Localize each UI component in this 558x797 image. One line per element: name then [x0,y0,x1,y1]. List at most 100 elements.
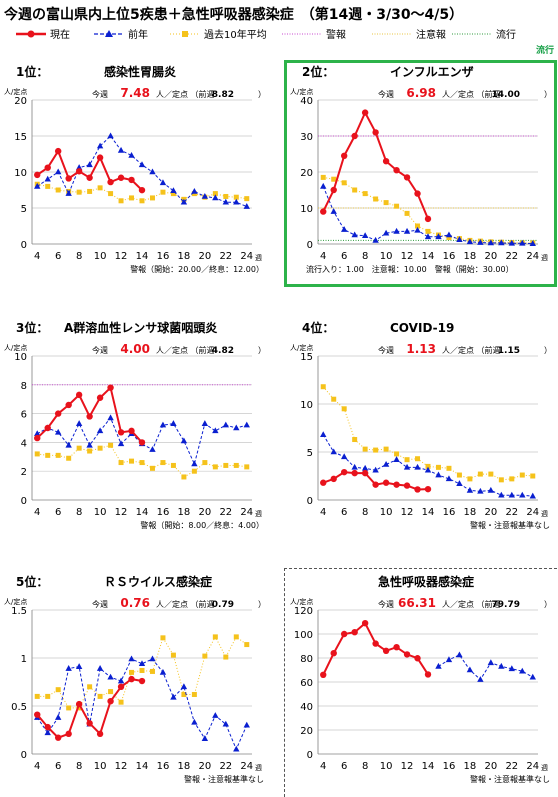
current-point [138,677,146,685]
x-tick-label: 18 [464,761,477,772]
prev-point [212,194,219,201]
avg-point [373,196,379,202]
prev-point [320,182,327,189]
avg-point [160,635,166,641]
y-tick-label: 1 [21,654,27,665]
x-tick-label: 14 [136,251,149,262]
unit-prev-label: 人／定点 （前週 [442,599,501,609]
prev-series-line [438,654,534,681]
current-point [330,475,337,483]
prev-point [330,448,337,455]
current-point [44,164,51,171]
x-tick-label: 12 [115,761,128,772]
current-series-line [36,148,143,191]
y-tick-label: 0 [21,750,27,761]
prev-point [159,668,167,675]
prev-point [128,655,135,662]
prev-point [54,714,62,720]
prev-point [96,665,104,671]
prev-point [445,231,453,238]
avg-point [118,198,124,204]
current-point [340,468,348,476]
prev-point [54,168,62,175]
x-tick-label: 20 [484,251,497,262]
prev-point [435,662,442,669]
avg-point [139,460,145,466]
prev-point [170,693,177,700]
x-tick-label: 18 [464,507,477,518]
prev-point [529,673,536,680]
prev-point [519,667,526,674]
x-unit-label: 週 [255,509,262,518]
x-tick-label: 22 [505,507,518,518]
page-title: 今週の富山県内上位5疾患＋急性呼吸器感染症 （第14週・3/30〜4/5） [4,7,464,23]
current-point [361,469,369,477]
current-point [138,186,146,194]
x-tick-label: 22 [505,761,518,772]
y-tick-label: 0 [307,750,313,761]
prev-point [529,492,536,499]
prev-point [44,175,51,182]
avg-point [446,465,452,471]
chart-footnote: 流行入り：1.00 注意報：10.00 警報（開始：30.00） [306,264,514,274]
x-tick-label: 16 [443,251,456,262]
avg-point [87,188,93,194]
x-tick-label: 16 [157,507,170,518]
y-tick-label: 100 [294,630,313,641]
chart-svg-4: 4位： COVID-19 今週 1.13 人／定点 （前週1.15 ） 人/定点 0 5 10 15… [290,320,552,530]
prev-point [519,491,526,498]
x-tick-label: 8 [362,251,368,262]
avg-point [446,235,452,241]
prev-point [212,427,219,434]
x-tick-label: 12 [401,761,414,772]
x-tick-label: 8 [76,251,82,262]
avg-point [233,462,239,468]
prev-point [65,665,72,671]
avg-point [404,457,410,463]
chart-title: 急性呼吸器感染症 [378,574,474,589]
current-point [75,700,83,708]
x-tick-label: 8 [76,507,82,518]
prev-point [170,187,177,194]
x-tick-label: 20 [198,251,211,262]
y-unit-label: 人/定点 [290,343,313,352]
close-paren: ） [544,600,552,609]
prev-point [456,651,463,658]
x-tick-label: 12 [115,251,128,262]
prev-point [330,208,337,214]
current-point [128,427,135,435]
prev-point [487,239,495,246]
x-tick-label: 10 [94,251,107,262]
y-unit-label: 人/定点 [4,343,27,352]
prev-week-value: 8.82 [212,90,234,100]
avg-point [108,442,114,448]
prev-point [393,456,400,462]
y-tick-label: 2 [21,467,27,478]
avg-series-line [37,183,247,202]
prev-point [361,464,369,471]
chart-rank: 4位： [302,320,334,335]
current-point [86,720,93,727]
this-week-value: 4.00 [120,342,150,356]
y-tick-label: 0 [21,496,27,507]
prev-point [487,659,495,666]
prev-point [498,239,505,246]
y-tick-label: 80 [300,654,313,665]
unit-prev-label: 人／定点 （前週 [156,89,215,99]
epidemic-flag: 流行 [535,46,554,56]
this-week-label: 今週 [378,599,394,609]
current-point [117,683,125,690]
prev-point [487,486,495,493]
x-unit-label: 週 [541,509,548,518]
current-point [361,620,369,627]
avg-point [34,451,40,457]
current-point [351,469,358,477]
y-unit-label: 人/定点 [290,597,313,606]
current-point [138,439,146,446]
avg-point [160,460,166,466]
avg-point [118,460,124,466]
current-point [382,647,390,654]
panel-chart-1: 1位： 感染性胃腸炎 今週 7.48 人／定点 （前週 8.82 ） 人/定点 0 5 10 15 20… [0,62,270,284]
panel-divider [284,568,557,797]
avg-point [331,176,337,182]
